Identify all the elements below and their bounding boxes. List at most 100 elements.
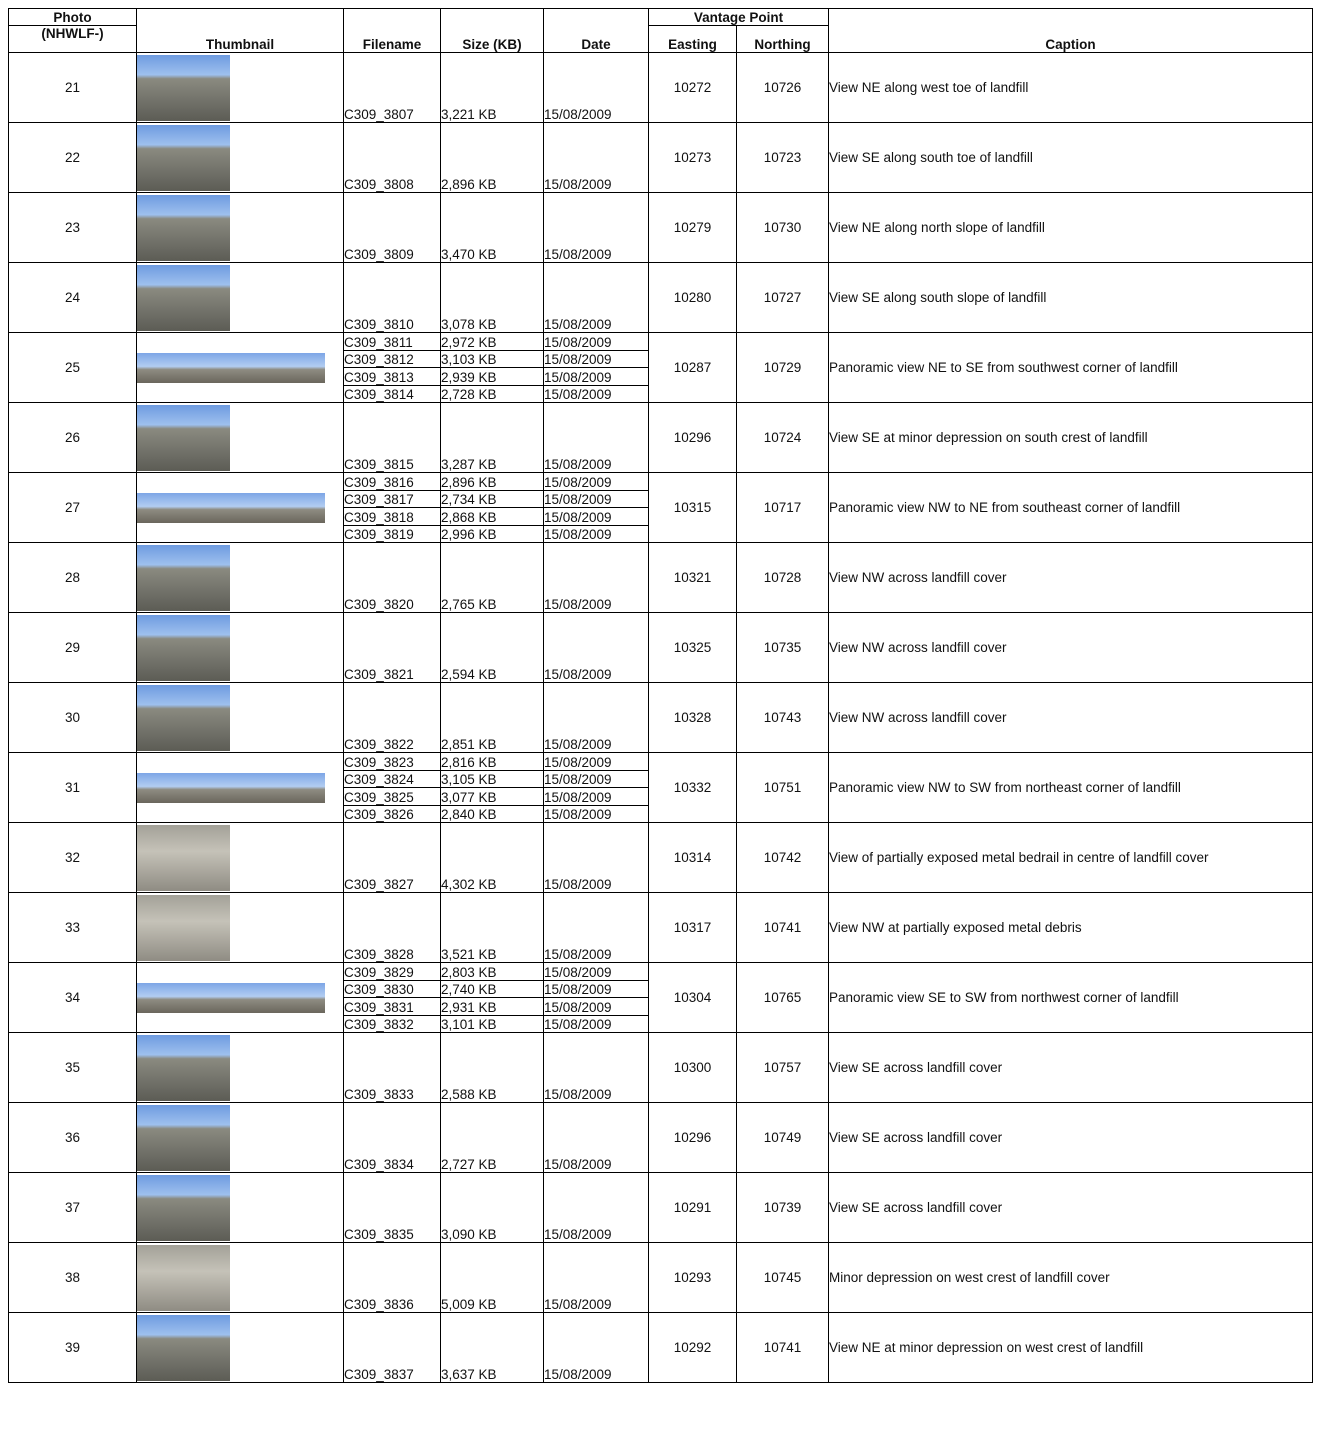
caption-cell: View SE across landfill cover <box>828 1102 1313 1173</box>
filename-cell: C309_3821 <box>343 612 441 683</box>
size-cell: 2,896 KB 2,734 KB 2,868 KB 2,996 KB <box>440 472 544 543</box>
table-row: 31 C309_3823 C309_3824 C309_3825 C309_3826 2,… <box>8 752 1313 823</box>
filename-cell: C309_3836 <box>343 1242 441 1313</box>
thumbnail-cell <box>136 262 344 333</box>
date-entry: 15/08/2009 <box>544 1014 648 1032</box>
photo-thumbnail-image <box>137 1314 230 1381</box>
filename-list: C309_3816 C309_3817 C309_3818 C309_3819 <box>344 474 440 542</box>
photo-log-table: Photo Vantage Point (NHWLF-) Thumbnail F… <box>8 8 1313 1383</box>
photo-number-cell: 21 <box>8 52 137 123</box>
photo-number-cell: 28 <box>8 542 137 613</box>
filename-cell: C309_3808 <box>343 122 441 193</box>
size-list: 2,803 KB 2,740 KB 2,931 KB 3,101 KB <box>441 964 543 1032</box>
panorama-thumbnail-image <box>137 982 325 1013</box>
date-entry: 15/08/2009 <box>544 804 648 822</box>
table-row: 22 C309_3808 2,896 KB 15/08/2009 10273 10723 V… <box>8 122 1313 193</box>
size-cell: 3,637 KB <box>440 1312 544 1383</box>
caption-cell: View NE along west toe of landfill <box>828 52 1313 123</box>
thumbnail-cell <box>136 752 344 823</box>
filename-entry: C309_3811 <box>344 334 413 350</box>
easting-cell: 10292 <box>648 1312 737 1383</box>
photo-number-cell: 22 <box>8 122 137 193</box>
panorama-thumbnail-image <box>137 772 325 803</box>
size-entry: 2,939 KB <box>441 367 543 385</box>
photo-number-cell: 37 <box>8 1172 137 1243</box>
header-date: Date <box>543 25 649 53</box>
header-northing: Northing <box>736 25 829 53</box>
photo-thumbnail-image <box>137 544 230 611</box>
filename-cell: C309_3834 <box>343 1102 441 1173</box>
photo-thumbnail-image <box>137 614 230 681</box>
thumbnail-cell <box>136 332 344 403</box>
caption-cell: Panoramic view NW to SW from northeast c… <box>828 752 1313 823</box>
caption-cell: Minor depression on west crest of landfi… <box>828 1242 1313 1313</box>
date-cell: 15/08/2009 <box>543 822 649 893</box>
thumbnail-cell <box>136 1172 344 1243</box>
filename-entry: C309_3823 <box>344 754 414 770</box>
thumbnail-cell <box>136 402 344 473</box>
date-entry: 15/08/2009 <box>544 964 612 980</box>
panorama-thumbnail-image <box>137 352 325 383</box>
size-cell: 4,302 KB <box>440 822 544 893</box>
northing-cell: 10741 <box>736 1312 829 1383</box>
filename-cell: C309_3822 <box>343 682 441 753</box>
photo-thumbnail-image <box>137 54 230 121</box>
size-entry: 2,972 KB <box>441 334 497 350</box>
header-caption-top <box>828 8 1313 26</box>
filename-entry: C309_3825 <box>344 787 440 805</box>
size-cell: 2,816 KB 3,105 KB 3,077 KB 2,840 KB <box>440 752 544 823</box>
size-cell: 3,470 KB <box>440 192 544 263</box>
table-row: 34 C309_3829 C309_3830 C309_3831 C309_3832 2,… <box>8 962 1313 1033</box>
thumbnail-cell <box>136 822 344 893</box>
thumbnail-cell <box>136 472 344 543</box>
date-entry: 15/08/2009 <box>544 507 648 525</box>
size-cell: 2,588 KB <box>440 1032 544 1103</box>
size-entry: 2,996 KB <box>441 524 543 542</box>
date-cell: 15/08/2009 15/08/2009 15/08/2009 15/08/2009 <box>543 472 649 543</box>
easting-cell: 10304 <box>648 962 737 1033</box>
photo-thumbnail-image <box>137 894 230 961</box>
filename-entry: C309_3826 <box>344 804 440 822</box>
photo-number-cell: 32 <box>8 822 137 893</box>
date-cell: 15/08/2009 <box>543 1032 649 1103</box>
date-entry: 15/08/2009 <box>544 769 648 788</box>
size-cell: 2,727 KB <box>440 1102 544 1173</box>
date-cell: 15/08/2009 <box>543 262 649 333</box>
filename-entry: C309_3830 <box>344 979 440 998</box>
filename-cell: C309_3820 <box>343 542 441 613</box>
size-cell: 2,896 KB <box>440 122 544 193</box>
filename-cell: C309_3835 <box>343 1172 441 1243</box>
filename-list: C309_3811 C309_3812 C309_3813 C309_3814 <box>344 334 440 402</box>
date-cell: 15/08/2009 15/08/2009 15/08/2009 15/08/2009 <box>543 332 649 403</box>
photo-number-cell: 38 <box>8 1242 137 1313</box>
caption-cell: View SE along south slope of landfill <box>828 262 1313 333</box>
size-entry: 3,103 KB <box>441 349 543 368</box>
date-cell: 15/08/2009 <box>543 52 649 123</box>
easting-cell: 10325 <box>648 612 737 683</box>
date-cell: 15/08/2009 <box>543 192 649 263</box>
header-thumbnail: Thumbnail <box>136 25 344 53</box>
size-cell: 5,009 KB <box>440 1242 544 1313</box>
filename-list: C309_3823 C309_3824 C309_3825 C309_3826 <box>344 754 440 822</box>
date-cell: 15/08/2009 <box>543 1102 649 1173</box>
size-cell: 2,594 KB <box>440 612 544 683</box>
easting-cell: 10293 <box>648 1242 737 1313</box>
caption-cell: View SE across landfill cover <box>828 1172 1313 1243</box>
header-thumbnail-top <box>136 8 344 26</box>
filename-cell: C309_3827 <box>343 822 441 893</box>
size-list: 2,972 KB 3,103 KB 2,939 KB 2,728 KB <box>441 334 543 402</box>
thumbnail-cell <box>136 542 344 613</box>
date-entry: 15/08/2009 <box>544 367 648 385</box>
filename-cell: C309_3810 <box>343 262 441 333</box>
size-list: 2,896 KB 2,734 KB 2,868 KB 2,996 KB <box>441 474 543 542</box>
filename-cell: C309_3828 <box>343 892 441 963</box>
size-cell: 3,090 KB <box>440 1172 544 1243</box>
filename-entry: C309_3824 <box>344 769 440 788</box>
thumbnail-cell <box>136 1312 344 1383</box>
table-row: 23 C309_3809 3,470 KB 15/08/2009 10279 10730 V… <box>8 192 1313 263</box>
photo-number-cell: 33 <box>8 892 137 963</box>
header-filename-top <box>343 8 441 26</box>
filename-entry: C309_3831 <box>344 997 440 1015</box>
caption-cell: View SE across landfill cover <box>828 1032 1313 1103</box>
filename-entry: C309_3812 <box>344 349 440 368</box>
